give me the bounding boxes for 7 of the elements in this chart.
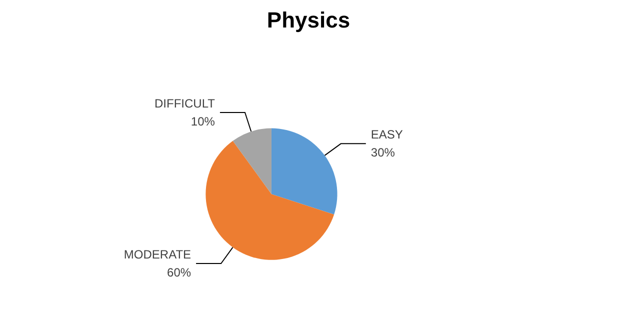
data-label: 10%	[190, 114, 216, 129]
data-label: 30%	[370, 146, 396, 160]
slice-label: EASY	[370, 128, 403, 142]
data-label: 60%	[167, 266, 192, 280]
slice-label: DIFFICULT	[154, 96, 216, 111]
slice-label: MODERATE	[124, 248, 192, 262]
chart-title: Physics	[266, 8, 350, 32]
